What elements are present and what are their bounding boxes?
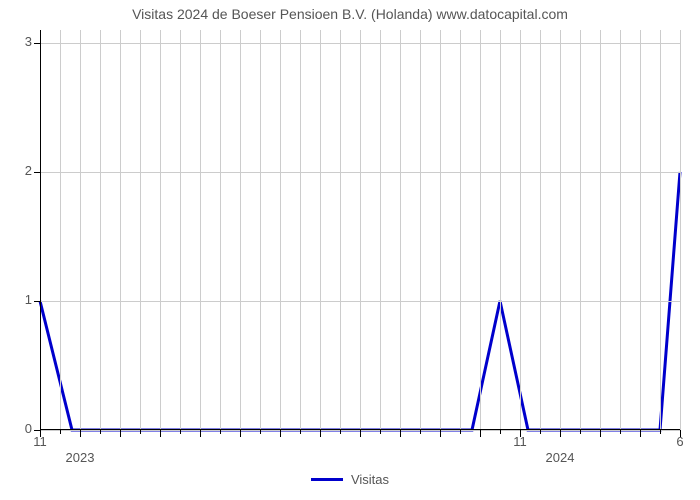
- legend: Visitas: [0, 472, 700, 487]
- grid-v: [360, 30, 361, 430]
- x-tick: [480, 430, 481, 437]
- grid-v: [120, 30, 121, 430]
- y-tick: [34, 172, 40, 173]
- grid-v: [440, 30, 441, 430]
- grid-v: [240, 30, 241, 430]
- grid-v-minor: [340, 30, 341, 430]
- grid-v-minor: [380, 30, 381, 430]
- x-tick: [400, 430, 401, 437]
- x-tick-minor: [260, 430, 261, 434]
- grid-v-minor: [420, 30, 421, 430]
- plot-area: [40, 30, 680, 430]
- y-tick: [34, 301, 40, 302]
- chart-container: { "chart": { "type": "line", "title": "V…: [0, 0, 700, 500]
- x-tick: [200, 430, 201, 437]
- grid-v: [600, 30, 601, 430]
- x-tick: [560, 430, 561, 437]
- x-tick-minor: [620, 430, 621, 434]
- grid-v-minor: [260, 30, 261, 430]
- grid-v-minor: [100, 30, 101, 430]
- grid-v-minor: [300, 30, 301, 430]
- x-tick: [280, 430, 281, 437]
- x-tick: [600, 430, 601, 437]
- legend-swatch: [311, 478, 343, 481]
- x-tick-minor: [540, 430, 541, 434]
- x-tick: [320, 430, 321, 437]
- y-tick-label: 1: [10, 292, 32, 307]
- grid-v: [280, 30, 281, 430]
- y-tick: [34, 43, 40, 44]
- grid-v-minor: [540, 30, 541, 430]
- grid-v: [680, 30, 681, 430]
- grid-v: [80, 30, 81, 430]
- x-tick: [360, 430, 361, 437]
- x-tick-minor: [300, 430, 301, 434]
- chart-title: Visitas 2024 de Boeser Pensioen B.V. (Ho…: [0, 6, 700, 22]
- x-tick-label-year: 2023: [50, 450, 110, 465]
- grid-v: [320, 30, 321, 430]
- x-tick-minor: [140, 430, 141, 434]
- x-tick-minor: [100, 430, 101, 434]
- grid-v: [520, 30, 521, 430]
- grid-v-minor: [220, 30, 221, 430]
- y-axis: [40, 30, 41, 430]
- grid-v-minor: [140, 30, 141, 430]
- grid-v-minor: [620, 30, 621, 430]
- x-tick-label-year: 2024: [530, 450, 590, 465]
- x-tick: [160, 430, 161, 437]
- x-tick-minor: [460, 430, 461, 434]
- grid-v: [640, 30, 641, 430]
- x-tick-minor: [180, 430, 181, 434]
- x-tick: [80, 430, 81, 437]
- grid-v: [480, 30, 481, 430]
- x-tick-label: 11: [20, 434, 60, 449]
- legend-label: Visitas: [351, 472, 389, 487]
- grid-v: [160, 30, 161, 430]
- grid-v-minor: [60, 30, 61, 430]
- grid-v-minor: [500, 30, 501, 430]
- grid-v-minor: [460, 30, 461, 430]
- x-tick-minor: [220, 430, 221, 434]
- x-tick: [120, 430, 121, 437]
- grid-h: [40, 301, 680, 302]
- x-tick-minor: [340, 430, 341, 434]
- x-tick-minor: [580, 430, 581, 434]
- grid-v-minor: [180, 30, 181, 430]
- grid-h: [40, 43, 680, 44]
- grid-v: [200, 30, 201, 430]
- x-tick-minor: [420, 430, 421, 434]
- grid-h: [40, 172, 680, 173]
- grid-v: [400, 30, 401, 430]
- x-tick-label: 6: [660, 434, 700, 449]
- grid-v-minor: [660, 30, 661, 430]
- y-tick-label: 3: [10, 34, 32, 49]
- x-tick-minor: [380, 430, 381, 434]
- y-tick-label: 2: [10, 163, 32, 178]
- x-tick: [640, 430, 641, 437]
- grid-v-minor: [580, 30, 581, 430]
- x-tick: [240, 430, 241, 437]
- x-tick-label: 11: [500, 434, 540, 449]
- x-tick-minor: [60, 430, 61, 434]
- grid-v: [560, 30, 561, 430]
- x-tick: [440, 430, 441, 437]
